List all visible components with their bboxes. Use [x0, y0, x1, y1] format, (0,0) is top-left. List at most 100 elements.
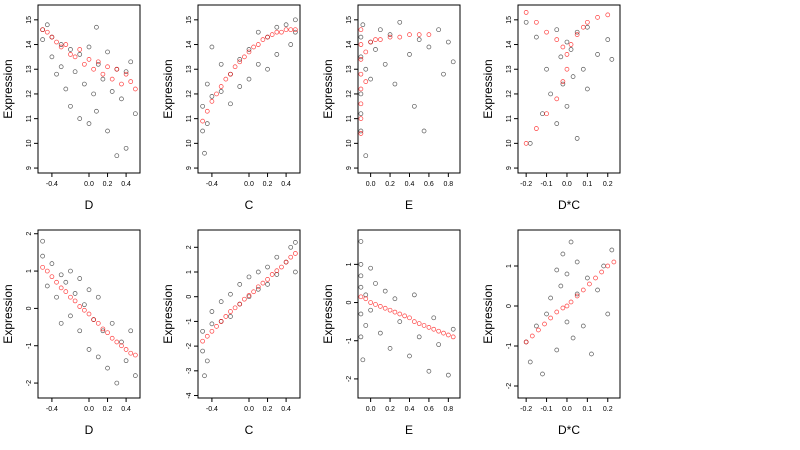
observed-point	[68, 47, 73, 52]
x-tick-label: -0.2	[520, 181, 532, 188]
y-tick-label: 11	[186, 115, 193, 122]
y-axis-label: Expression	[1, 284, 15, 343]
observed-point	[133, 373, 138, 378]
fitted-point	[123, 347, 129, 352]
fitted-point	[246, 293, 252, 298]
fitted-point	[283, 27, 289, 33]
observed-point	[358, 111, 364, 117]
fitted-point	[255, 284, 261, 290]
fitted-point	[605, 263, 611, 269]
x-tick-label: -0.4	[46, 406, 58, 413]
observed-point	[436, 342, 441, 347]
fitted-point	[218, 84, 224, 89]
fitted-point	[560, 44, 566, 50]
x-tick-label: -0.1	[541, 181, 553, 188]
fitted-point	[40, 27, 45, 33]
observed-point	[360, 22, 366, 28]
fitted-point	[450, 334, 456, 340]
observed-point	[387, 346, 393, 351]
fitted-point	[288, 254, 294, 260]
y-tick-label: 13	[506, 65, 513, 73]
fitted-point	[49, 274, 55, 280]
x-tick-label: 0.8	[443, 406, 453, 413]
observed-point	[109, 89, 115, 94]
observed-point	[564, 39, 570, 45]
observed-point	[392, 81, 398, 87]
observed-point	[416, 37, 422, 42]
y-tick-label: 14	[186, 41, 193, 49]
observed-point	[580, 323, 586, 329]
fitted-point	[407, 315, 412, 321]
fitted-point	[523, 141, 529, 146]
y-tick-label: 12	[506, 90, 513, 98]
fitted-point	[218, 319, 224, 324]
observed-point	[368, 265, 373, 271]
fitted-point	[368, 300, 373, 305]
fitted-point	[237, 59, 243, 65]
fitted-point	[564, 303, 570, 309]
observed-point	[123, 145, 129, 151]
observed-point	[373, 281, 378, 286]
observed-point	[82, 81, 87, 87]
x-tick-label: 0.1	[582, 406, 592, 413]
fitted-point	[119, 81, 124, 87]
fitted-point	[105, 330, 110, 336]
observed-point	[255, 29, 261, 35]
fitted-point	[416, 32, 422, 37]
x-tick-label: 0.2	[263, 181, 273, 188]
observed-point	[585, 275, 590, 281]
observed-point	[609, 247, 615, 253]
fitted-point	[544, 111, 549, 117]
fitted-point	[358, 131, 364, 136]
plot-frame	[197, 4, 301, 174]
observed-point	[265, 282, 270, 287]
fitted-point	[242, 54, 247, 60]
observed-point	[105, 128, 110, 134]
observed-point	[570, 74, 576, 79]
x-tick-label: 0.0	[562, 181, 572, 188]
y-axis-label: Expression	[321, 59, 335, 118]
y-tick-label: 12	[26, 90, 33, 98]
observed-point	[534, 34, 539, 40]
y-tick-label: 10	[26, 139, 33, 147]
x-tick-label: 0.8	[443, 181, 453, 188]
y-tick-label: 12	[346, 90, 353, 98]
fitted-point	[265, 277, 270, 282]
observed-point	[363, 292, 369, 298]
observed-point	[392, 296, 398, 302]
observed-point	[114, 153, 120, 159]
observed-point	[382, 288, 388, 294]
fitted-point	[114, 339, 120, 345]
fitted-point	[246, 49, 252, 55]
observed-point	[209, 94, 215, 99]
x-axis-label: D	[85, 423, 94, 437]
observed-point	[105, 49, 110, 55]
fitted-point	[228, 309, 233, 314]
x-axis-label: E	[405, 423, 413, 437]
y-tick-label: 0	[26, 306, 33, 310]
observed-point	[77, 116, 83, 121]
fitted-point	[237, 301, 243, 307]
observed-point	[114, 380, 120, 386]
fitted-point	[58, 44, 64, 50]
x-axis-label: E	[405, 198, 413, 212]
observed-point	[358, 284, 364, 290]
observed-point	[368, 307, 373, 313]
fitted-point	[265, 34, 270, 40]
observed-point	[368, 76, 373, 82]
fitted-point	[44, 29, 50, 35]
observed-point	[358, 128, 364, 134]
y-tick-label: 9	[186, 166, 193, 170]
observed-point	[246, 47, 252, 52]
fitted-point	[411, 319, 417, 324]
observed-point	[49, 54, 55, 60]
observed-point	[265, 66, 270, 72]
observed-point	[54, 71, 59, 77]
observed-point	[204, 358, 210, 364]
observed-point	[560, 81, 566, 87]
fitted-point	[58, 285, 64, 291]
y-tick-label: 15	[346, 16, 353, 24]
fitted-point	[200, 118, 205, 124]
x-axis-label: C	[245, 198, 254, 212]
y-tick-label: 10	[506, 139, 513, 147]
